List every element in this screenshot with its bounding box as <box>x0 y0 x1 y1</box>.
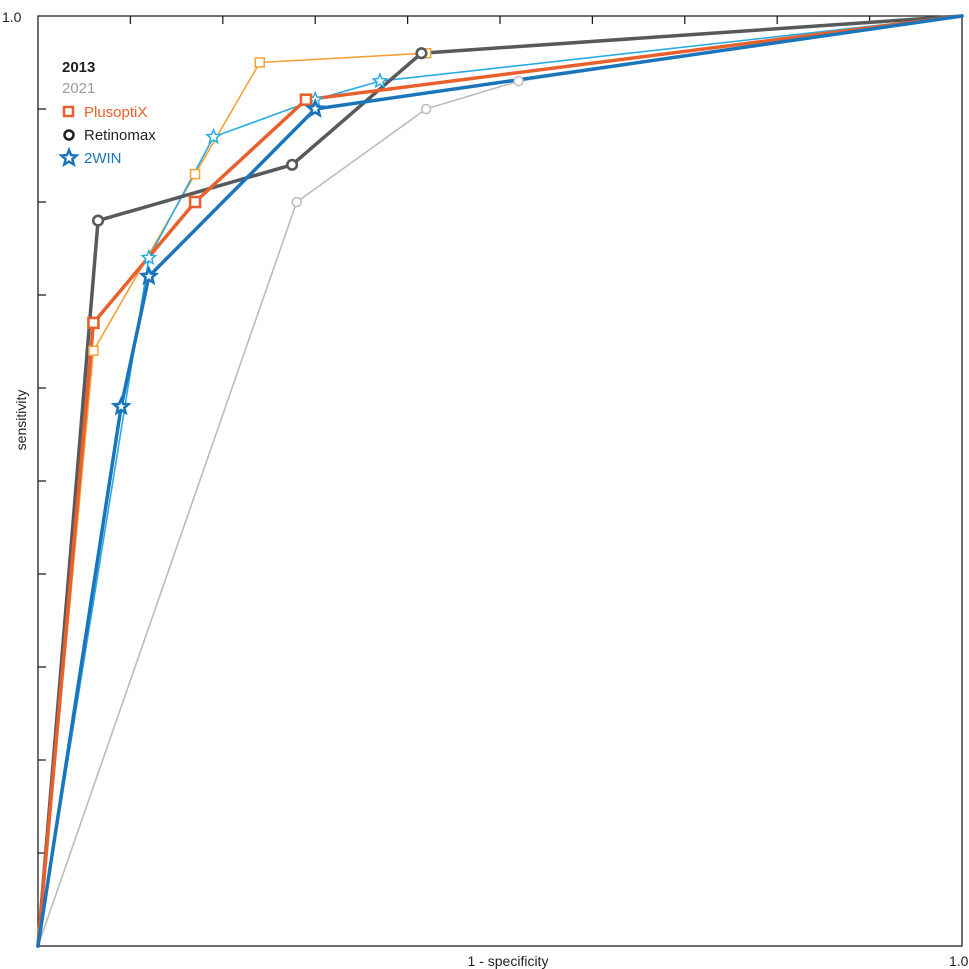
y-tick-label-top: 1.0 <box>2 9 22 25</box>
legend: 2013 2021 PlusoptiX Retinomax 2WIN <box>58 59 156 168</box>
circle-marker-icon <box>63 129 75 141</box>
series-layer <box>36 14 964 948</box>
marker-layer <box>87 47 524 416</box>
legend-label-retinomax: Retinomax <box>84 127 156 144</box>
point-plusoptix-2013 <box>188 195 202 209</box>
point-2win-2013 <box>304 98 326 118</box>
point-2win-2021 <box>371 72 389 89</box>
x-axis-ticks <box>129 16 871 24</box>
series-line-2win-2013 <box>36 14 964 948</box>
point-2win-2013 <box>138 265 160 286</box>
point-plusoptix-2021 <box>254 57 266 68</box>
point-plusoptix-2021 <box>88 345 99 357</box>
series-line-retinomax-2021 <box>37 15 963 947</box>
star-marker-icon <box>58 146 80 168</box>
point-2win-2021 <box>205 127 223 145</box>
series-line-plusoptix-2021 <box>37 15 963 947</box>
plot-frame <box>37 15 963 947</box>
point-retinomax-2013 <box>415 47 428 60</box>
point-retinomax-2021 <box>420 103 432 115</box>
square-marker-icon <box>62 105 75 118</box>
point-2win-2013 <box>110 395 132 416</box>
x-tick-label-end: 1.0 <box>949 953 969 969</box>
point-plusoptix-2013 <box>299 93 313 106</box>
point-retinomax-2021 <box>513 75 524 87</box>
point-2win-2021 <box>140 248 158 266</box>
legend-year-2021: 2021 <box>62 80 95 97</box>
y-axis-ticks <box>38 108 46 854</box>
y-axis-label: sensitivity <box>13 390 29 451</box>
legend-label-plusoptix: PlusoptiX <box>84 104 147 121</box>
point-plusoptix-2021 <box>189 168 201 180</box>
point-retinomax-2013 <box>286 158 299 171</box>
series-line-retinomax-2013 <box>36 14 964 948</box>
point-retinomax-2013 <box>91 214 105 227</box>
legend-year-2013: 2013 <box>62 59 95 76</box>
series-line-2win-2021 <box>37 15 963 947</box>
point-plusoptix-2013 <box>87 316 100 330</box>
x-axis-label: 1 - specificity <box>468 953 549 969</box>
series-line-plusoptix-2013 <box>36 14 964 948</box>
legend-label-2win: 2WIN <box>84 150 122 167</box>
point-retinomax-2021 <box>291 196 302 208</box>
